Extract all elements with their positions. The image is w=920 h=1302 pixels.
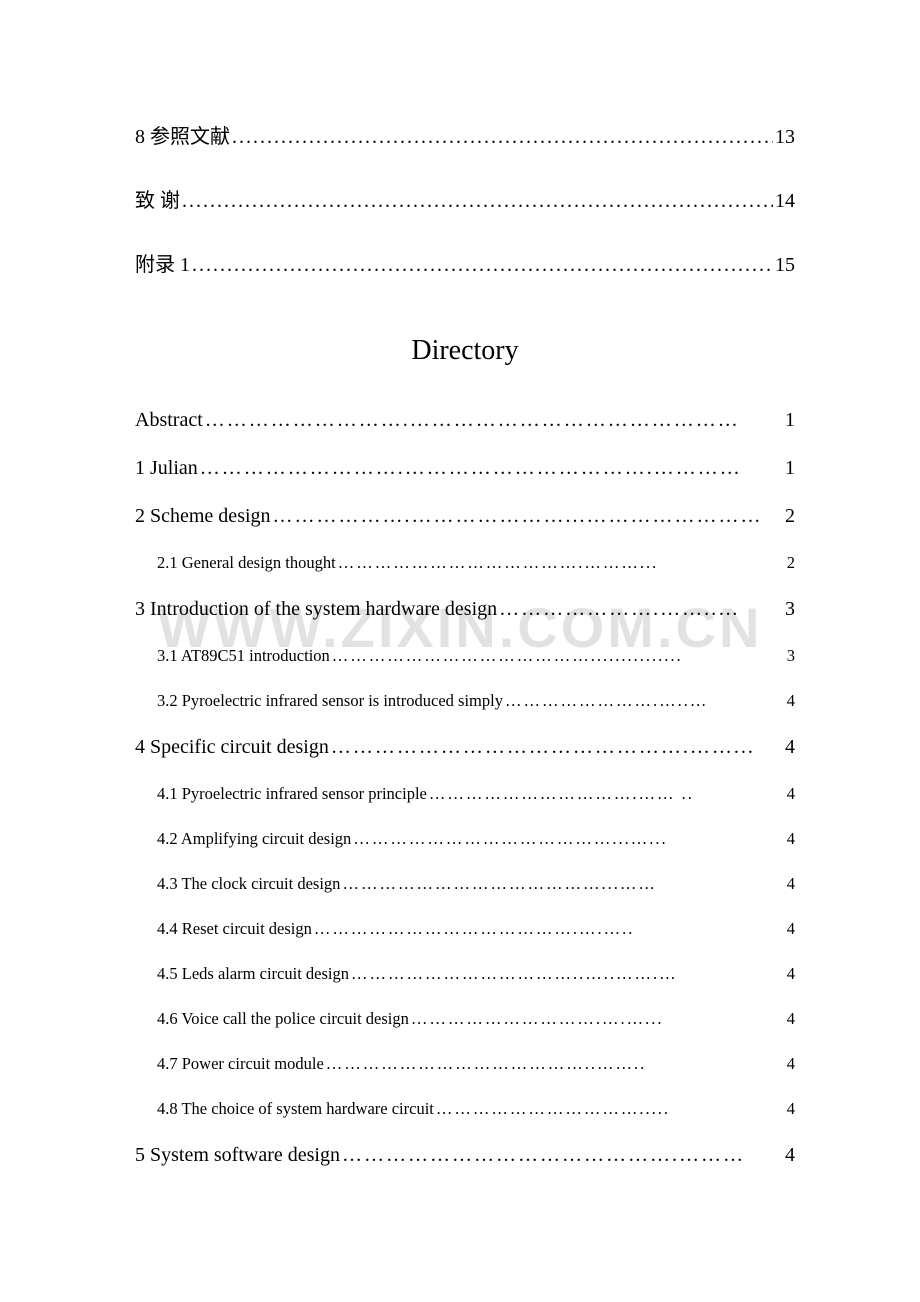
toc-entry: 2 Scheme design ……………….…………………...…………………… <box>135 505 795 528</box>
toc-text: Abstract <box>135 409 203 432</box>
top-toc-section: 8 参照文献 .................................… <box>135 120 795 277</box>
toc-entry: 4 Specific circuit design ……………………………………… <box>135 736 795 759</box>
toc-dots: ……………….…………………...…………………… <box>273 505 783 528</box>
toc-page: 1 <box>785 457 795 480</box>
toc-dots: ........................................… <box>182 190 773 213</box>
toc-dots: ………………………………………….……... <box>331 736 783 759</box>
toc-page: 4 <box>787 919 795 939</box>
toc-dots: …………………….…..… <box>505 691 785 711</box>
toc-text: 4.1 Pyroelectric infrared sensor princip… <box>157 784 427 804</box>
toc-text: 4.4 Reset circuit design <box>157 919 312 939</box>
toc-text: 2 Scheme design <box>135 505 271 528</box>
toc-entry-sub: 4.4 Reset circuit design …………………………………….… <box>157 919 795 939</box>
toc-entry-sub: 4.7 Power circuit module …………………………………….… <box>157 1054 795 1074</box>
toc-entry: 1 Julian ……………………….…………………………….………… 1 <box>135 457 795 480</box>
toc-entry-sub: 4.5 Leds alarm circuit design …………………………… <box>157 964 795 984</box>
toc-entry-sub: 4.1 Pyroelectric infrared sensor princip… <box>157 784 795 804</box>
toc-text: 8 参照文献 <box>135 120 230 149</box>
toc-entry-sub: 4.3 The clock circuit design ……………………………… <box>157 874 795 894</box>
toc-text: 4.2 Amplifying circuit design <box>157 829 351 849</box>
toc-dots: ……………………………………...…... <box>353 829 784 849</box>
toc-page: 3 <box>785 598 795 621</box>
toc-entry: 3 Introduction of the system hardware de… <box>135 598 795 621</box>
toc-dots: ……………………………..... <box>436 1099 785 1119</box>
toc-dots: ……………………….……………………………………… <box>205 409 783 432</box>
toc-dots: ........................................… <box>192 254 773 277</box>
toc-entry: 致 谢 ....................................… <box>135 184 795 213</box>
toc-page: 4 <box>787 964 795 984</box>
toc-page: 3 <box>787 646 795 666</box>
toc-text: 3 Introduction of the system hardware de… <box>135 598 497 621</box>
toc-dots: ………………………………..…..…….… <box>351 964 785 984</box>
toc-text: 3.2 Pyroelectric infrared sensor is intr… <box>157 691 503 711</box>
toc-page: 4 <box>787 1099 795 1119</box>
toc-text: 4.3 The clock circuit design <box>157 874 340 894</box>
toc-page: 4 <box>785 1144 795 1167</box>
toc-page: 4 <box>787 1054 795 1074</box>
toc-text: 4 Specific circuit design <box>135 736 329 759</box>
toc-text: 3.1 AT89C51 introduction <box>157 646 330 666</box>
toc-entry-sub: 3.2 Pyroelectric infrared sensor is intr… <box>157 691 795 711</box>
toc-text: 4.8 The choice of system hardware circui… <box>157 1099 434 1119</box>
toc-page: 4 <box>787 874 795 894</box>
toc-page: 4 <box>787 1009 795 1029</box>
toc-page: 4 <box>787 829 795 849</box>
toc-entry-sub: 4.2 Amplifying circuit design …………………………… <box>157 829 795 849</box>
toc-dots: …………………………………….….….. <box>314 919 785 939</box>
toc-entry-sub: 4.8 The choice of system hardware circui… <box>157 1099 795 1119</box>
toc-dots: …………………………….…… .. <box>429 784 785 804</box>
page-content: 8 参照文献 .................................… <box>135 120 795 1167</box>
toc-page: 14 <box>775 190 795 213</box>
toc-page: 4 <box>787 784 795 804</box>
toc-page: 4 <box>787 691 795 711</box>
toc-text: 1 Julian <box>135 457 198 480</box>
toc-dots: ………………………………….………... <box>338 553 785 573</box>
toc-text: 4.7 Power circuit module <box>157 1054 324 1074</box>
toc-text: 4.6 Voice call the police circuit design <box>157 1009 409 1029</box>
toc-dots: ………………….……..… <box>499 598 783 621</box>
toc-dots: ……………………………………...…… <box>342 874 784 894</box>
toc-dots: ……………………….…………………………….………… <box>200 457 783 480</box>
toc-page: 4 <box>785 736 795 759</box>
toc-text: 致 谢 <box>135 184 180 213</box>
toc-page: 2 <box>785 505 795 528</box>
toc-entry: 5 System software design ………………………………………… <box>135 1144 795 1167</box>
toc-entry-sub: 4.6 Voice call the police circuit design… <box>157 1009 795 1029</box>
toc-text: 5 System software design <box>135 1144 340 1167</box>
toc-text: 2.1 General design thought <box>157 553 336 573</box>
toc-entry: Abstract ……………………….……………………………………… 1 <box>135 409 795 432</box>
toc-dots: ........................................… <box>232 126 773 149</box>
toc-page: 2 <box>787 553 795 573</box>
toc-page: 1 <box>785 409 795 432</box>
directory-heading: Directory <box>135 335 795 367</box>
toc-dots: ……………………………………..…….. <box>326 1054 785 1074</box>
toc-dots: ………………………….….…... <box>411 1009 785 1029</box>
toc-dots: ……………………………………….……… <box>342 1144 783 1167</box>
toc-page: 13 <box>775 126 795 149</box>
toc-entry: 8 参照文献 .................................… <box>135 120 795 149</box>
toc-text: 附录 1 <box>135 248 190 277</box>
english-toc-section: Abstract ……………………….……………………………………… 1 1 J… <box>135 409 795 1167</box>
toc-entry-sub: 2.1 General design thought …………………………………… <box>157 553 795 573</box>
toc-entry: 附录 1 ...................................… <box>135 248 795 277</box>
toc-dots: ……………………………………............... <box>332 646 785 666</box>
toc-text: 4.5 Leds alarm circuit design <box>157 964 349 984</box>
toc-page: 15 <box>775 254 795 277</box>
toc-entry-sub: 3.1 AT89C51 introduction …………………………………….… <box>157 646 795 666</box>
